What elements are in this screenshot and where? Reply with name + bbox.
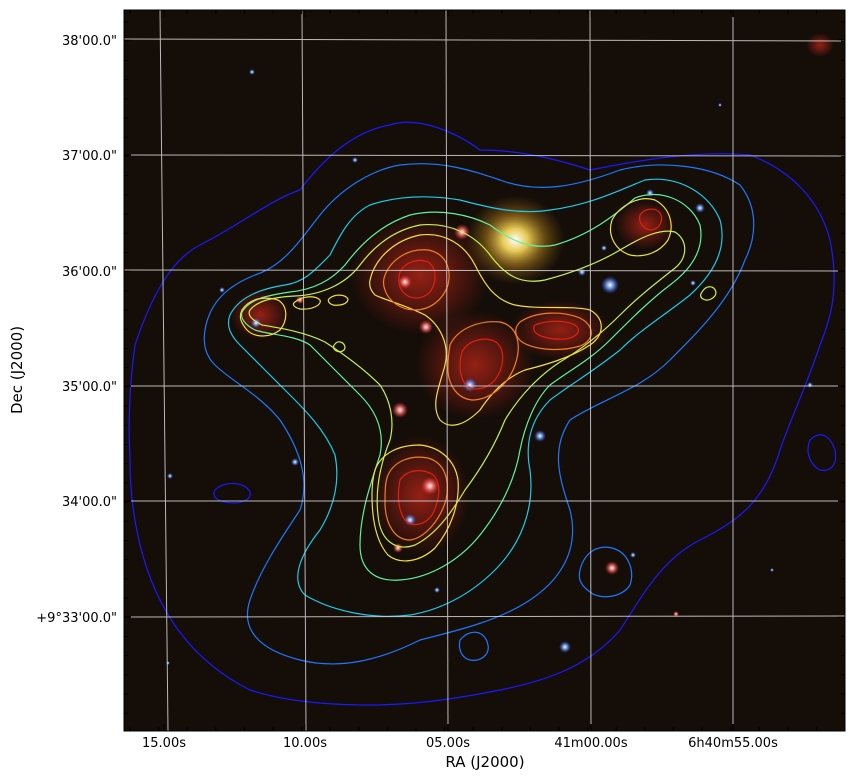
grid-line: [589, 10, 592, 731]
contour-level-8: [532, 320, 579, 340]
star: [219, 287, 225, 293]
x-tick-labels: 15.00s 10.00s 05.00s 41m00.00s 6h40m55.0…: [142, 736, 778, 751]
star: [601, 245, 607, 251]
nebula-glow: [806, 33, 834, 57]
star: [167, 473, 173, 479]
x-tick-label: 6h40m55.00s: [688, 736, 778, 751]
star: [404, 514, 416, 526]
contour-level-7: [384, 456, 448, 541]
star: [392, 402, 408, 418]
contour-level-8: [292, 296, 321, 310]
plot-frame: [123, 9, 846, 732]
star: [690, 280, 696, 286]
x-axis-title: RA (J2000): [445, 753, 524, 771]
contour-level-2: [458, 631, 489, 661]
y-tick-label: 37'00.0": [62, 149, 117, 164]
grid-line: [159, 10, 169, 731]
star: [419, 320, 433, 334]
contour-level-7: [515, 312, 592, 351]
grid-line: [301, 10, 307, 731]
star: [605, 561, 619, 575]
star: [578, 268, 586, 276]
contour-level-8: [459, 338, 504, 390]
contour-level-6: [369, 233, 602, 426]
star: [770, 568, 774, 572]
star: [166, 661, 170, 665]
grid-line: [124, 269, 845, 272]
star: [463, 378, 477, 392]
contour-level-8: [700, 286, 717, 301]
contour-level-7: [382, 249, 450, 311]
grid-line: [445, 10, 449, 731]
astronomical-image: [124, 10, 845, 731]
y-tick-label: +9°33'00.0": [36, 611, 117, 626]
star: [534, 430, 546, 442]
grid-line: [124, 38, 845, 42]
y-tick-label: 34'00.0": [62, 495, 117, 510]
star: [807, 382, 813, 388]
contour-level-8: [639, 208, 663, 231]
contour-level-8: [327, 294, 349, 306]
grid-line: [124, 615, 845, 618]
contour-level-2: [203, 163, 755, 665]
x-tick-label: 10.00s: [283, 736, 327, 751]
contour-level-6: [239, 297, 287, 337]
y-tick-label: 36'00.0": [62, 265, 117, 280]
contour-level-1: [128, 121, 835, 706]
nebula-glow: [350, 215, 490, 335]
star: [718, 103, 722, 107]
contour-level-5: [248, 223, 686, 548]
star: [421, 477, 439, 495]
star: [559, 641, 571, 653]
grid-line: [124, 154, 845, 157]
star: [398, 275, 412, 289]
y-tick-labels: 38'00.0" 37'00.0" 36'00.0" 35'00.0" 34'0…: [36, 34, 117, 626]
contour-level-6: [609, 198, 672, 257]
y-axis-title: Dec (J2000): [8, 326, 26, 414]
star: [434, 587, 440, 593]
y-tick-label: 38'00.0": [62, 34, 117, 49]
contour-level-8: [398, 259, 436, 299]
x-tick-label: 05.00s: [426, 736, 470, 751]
axis-ticks: [124, 10, 845, 731]
coordinate-grid: [124, 10, 845, 731]
y-tick-label: 35'00.0": [62, 380, 117, 395]
star: [673, 611, 679, 617]
star: [646, 189, 654, 197]
star: [291, 458, 299, 466]
contour-level-2: [578, 546, 633, 598]
contour-level-7: [447, 321, 519, 401]
nebula-glow: [415, 310, 535, 420]
nebula-glow: [510, 300, 610, 360]
star: [601, 276, 619, 294]
contour-level-8: [332, 341, 346, 353]
star: [695, 203, 705, 213]
star: [352, 157, 358, 163]
contour-level-1: [807, 434, 837, 471]
x-tick-label: 15.00s: [142, 736, 186, 751]
star: [249, 69, 255, 75]
contour-level-6: [371, 444, 459, 562]
star: [630, 552, 636, 558]
contour-level-8: [397, 470, 440, 526]
x-tick-label: 41m00.00s: [554, 736, 627, 751]
